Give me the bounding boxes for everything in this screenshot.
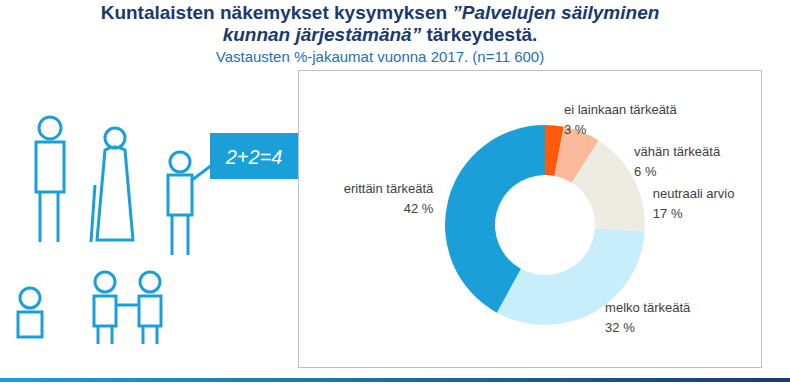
svg-text:3 %: 3 % bbox=[564, 122, 587, 137]
svg-text:neutraali arvio: neutraali arvio bbox=[653, 186, 735, 201]
svg-text:erittäin tärkeätä: erittäin tärkeätä bbox=[344, 181, 434, 196]
html-text:Vastausten %-jakaumat vuonna 2: Vastausten %-jakaumat vuonna 2017. (n=11… bbox=[215, 48, 545, 65]
svg-text:vähän tärkeätä: vähän tärkeätä bbox=[634, 144, 721, 159]
svg-text:32 %: 32 % bbox=[605, 320, 635, 335]
svg-text:42 %: 42 % bbox=[404, 201, 434, 216]
svg-text:ei lainkaan tärkeätä: ei lainkaan tärkeätä bbox=[564, 102, 678, 117]
svg-text:17 %: 17 % bbox=[653, 206, 683, 221]
html-text:Kuntalaisten näkemykset kysymy: Kuntalaisten näkemykset kysymyksen ”Palv… bbox=[100, 2, 660, 45]
svg-text:2+2=4: 2+2=4 bbox=[225, 146, 283, 168]
svg-text:melko tärkeätä: melko tärkeätä bbox=[605, 300, 691, 315]
svg-text:6 %: 6 % bbox=[634, 164, 657, 179]
